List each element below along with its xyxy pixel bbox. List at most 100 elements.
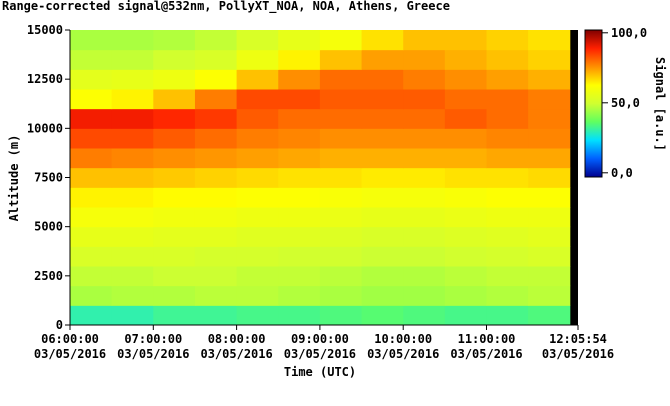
heat-cell (70, 69, 113, 90)
heat-cell (194, 167, 238, 188)
heat-cell (111, 207, 154, 228)
heat-cell (444, 246, 488, 267)
x-tick-label: 03/05/2016 (542, 347, 614, 361)
heat-cell (236, 266, 279, 287)
x-tick-label: 10:00:00 (374, 332, 432, 346)
heat-cell (194, 148, 238, 169)
heat-cell (70, 207, 113, 228)
heat-cell (444, 49, 488, 70)
colorbar-tick-label: 0,0 (611, 166, 633, 180)
heat-cell (528, 89, 571, 110)
heat-cell (194, 49, 238, 70)
heat-cell (153, 167, 196, 188)
heat-cell (278, 226, 321, 247)
x-tick-label: 07:00:00 (124, 332, 182, 346)
heat-cell (528, 108, 571, 129)
heat-cell (70, 49, 113, 70)
heat-cell (236, 108, 279, 129)
heat-cell (278, 167, 321, 188)
heat-cell (486, 246, 529, 267)
heat-cell (236, 246, 279, 267)
y-tick-label: 7500 (34, 171, 63, 185)
heat-cell (236, 69, 279, 90)
heat-cell (111, 128, 154, 149)
heat-cell (319, 89, 363, 110)
heat-cell (319, 266, 363, 287)
heat-cell (194, 305, 238, 326)
heat-cell (111, 285, 154, 306)
heat-cell (486, 30, 529, 51)
heat-cell (361, 148, 404, 169)
heat-cell (111, 305, 154, 326)
heat-cell (361, 69, 404, 90)
heat-cell (70, 167, 113, 188)
heat-cell (319, 246, 363, 267)
heat-cell (194, 128, 238, 149)
heat-cell (111, 167, 154, 188)
heat-cell (319, 148, 363, 169)
heat-cell (111, 69, 154, 90)
heat-cell (403, 187, 446, 208)
heat-cell (111, 187, 154, 208)
heat-cell (153, 128, 196, 149)
heat-cell (194, 89, 238, 110)
heat-cell (528, 207, 571, 228)
heat-cell (444, 148, 488, 169)
heat-cell (278, 148, 321, 169)
heat-cell (361, 128, 404, 149)
heat-cell (403, 69, 446, 90)
heat-cell (403, 266, 446, 287)
heat-cell (278, 207, 321, 228)
heat-cell (444, 30, 488, 51)
heat-cell (528, 305, 571, 326)
heat-cell (403, 226, 446, 247)
heat-cell (153, 305, 196, 326)
heat-cell (278, 89, 321, 110)
heat-cell (486, 207, 529, 228)
heat-cell (153, 285, 196, 306)
heat-cell (486, 108, 529, 129)
heat-cell (111, 89, 154, 110)
heat-cell (70, 305, 113, 326)
heat-cell (528, 49, 571, 70)
heat-cell (194, 226, 238, 247)
heat-cell (403, 148, 446, 169)
heat-cell (403, 207, 446, 228)
heat-cell (278, 69, 321, 90)
heat-cell (486, 167, 529, 188)
x-tick-label: 09:00:00 (291, 332, 349, 346)
heat-cell (278, 128, 321, 149)
heat-cell (70, 266, 113, 287)
x-tick-label: 08:00:00 (208, 332, 266, 346)
heat-cell (278, 187, 321, 208)
heat-cell (444, 108, 488, 129)
heat-cell (319, 128, 363, 149)
x-axis-label: Time (UTC) (284, 365, 356, 379)
heat-cell (528, 128, 571, 149)
x-tick-label: 03/05/2016 (117, 347, 189, 361)
heat-cell (403, 89, 446, 110)
heat-cell (153, 246, 196, 267)
heat-cell (361, 226, 404, 247)
heat-cell (528, 167, 571, 188)
heat-cell (361, 187, 404, 208)
y-tick-label: 2500 (34, 269, 63, 283)
chart-title: Range-corrected signal@532nm, PollyXT_NO… (2, 0, 450, 14)
heat-cell (528, 285, 571, 306)
colorbar-label: Signal [a.u.] (653, 57, 667, 151)
heat-cell (70, 187, 113, 208)
heat-cell (278, 49, 321, 70)
heat-cell (361, 30, 404, 51)
heat-cell (444, 128, 488, 149)
y-tick-label: 10000 (27, 121, 63, 135)
heat-cell (486, 148, 529, 169)
heat-cell (486, 187, 529, 208)
heat-cell (319, 285, 363, 306)
heat-cell (444, 266, 488, 287)
heat-cell (361, 49, 404, 70)
heat-cell (403, 108, 446, 129)
heat-cell (70, 89, 113, 110)
heat-cell (278, 305, 321, 326)
heat-cell (194, 266, 238, 287)
heat-cell (153, 207, 196, 228)
